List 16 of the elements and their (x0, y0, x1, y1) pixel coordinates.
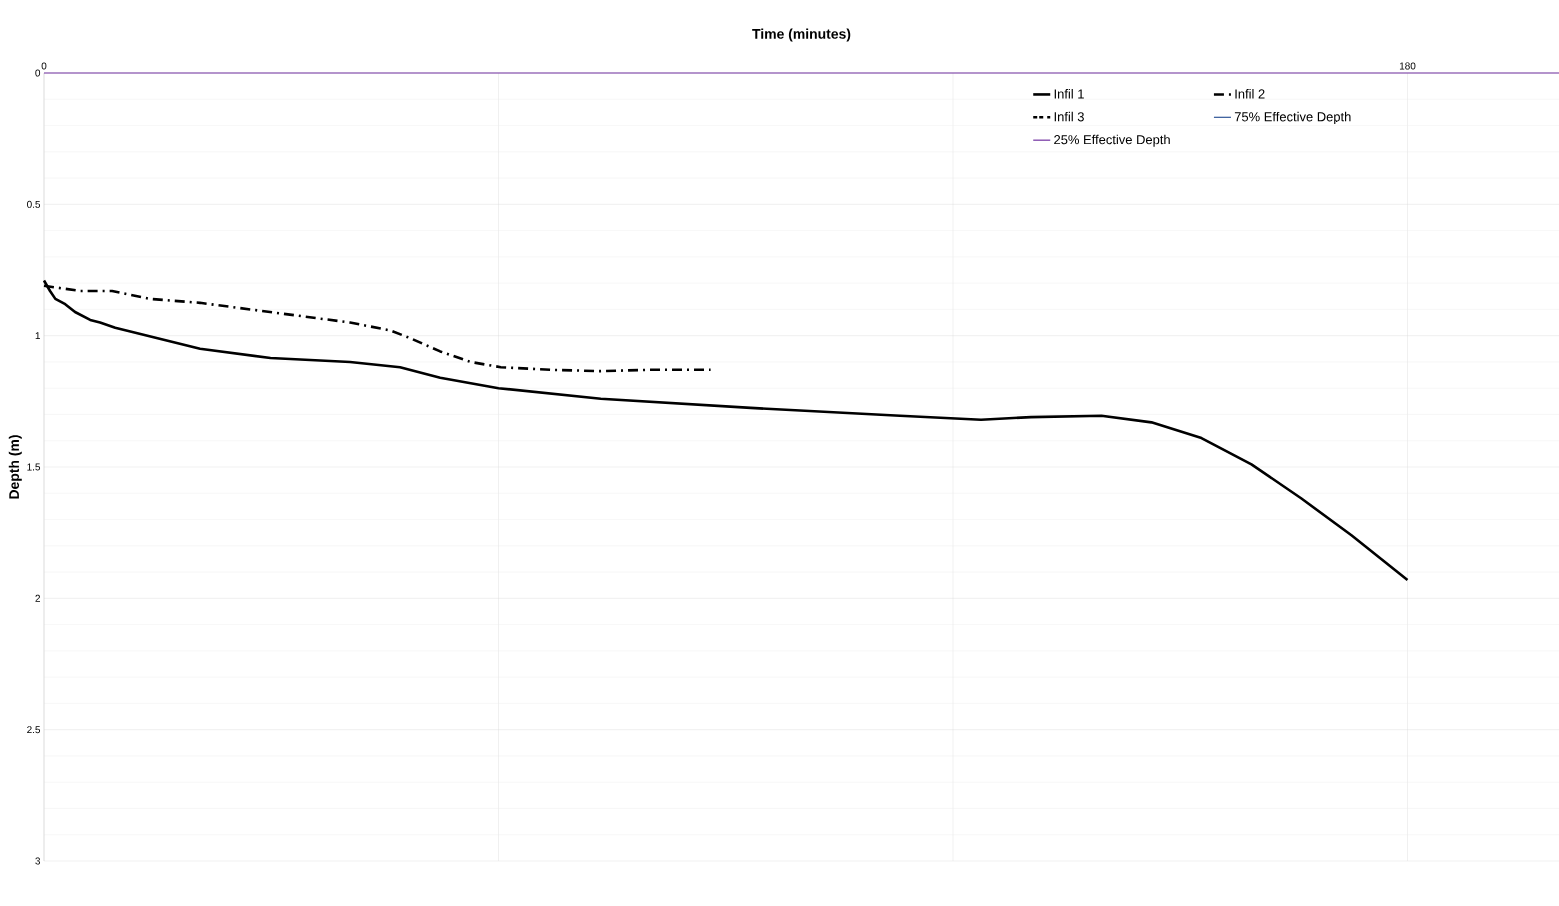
legend-label: Infil 3 (1054, 111, 1084, 122)
legend-label: Infil 1 (1054, 89, 1084, 99)
y-tick-label: 1 (35, 332, 40, 340)
x-axis-title: Time (minutes) (752, 28, 851, 42)
y-axis-title: Depth (m) (8, 435, 22, 499)
y-tick-label: 1.5 (27, 463, 41, 471)
legend-label: 25% Effective Depth (1054, 134, 1170, 147)
y-tick-label: 0.5 (27, 200, 41, 208)
y-tick-label: 0 (35, 69, 41, 77)
legend-label: Infil 2 (1235, 89, 1265, 99)
y-tick-label: 3 (35, 857, 41, 865)
y-tick-label: 2 (35, 594, 40, 602)
line-series (42, 279, 1409, 582)
legend-label: 75% Effective Depth (1234, 111, 1351, 124)
y-tick-label: 2.5 (27, 726, 41, 734)
x-tick-label: 180 (1399, 62, 1416, 70)
